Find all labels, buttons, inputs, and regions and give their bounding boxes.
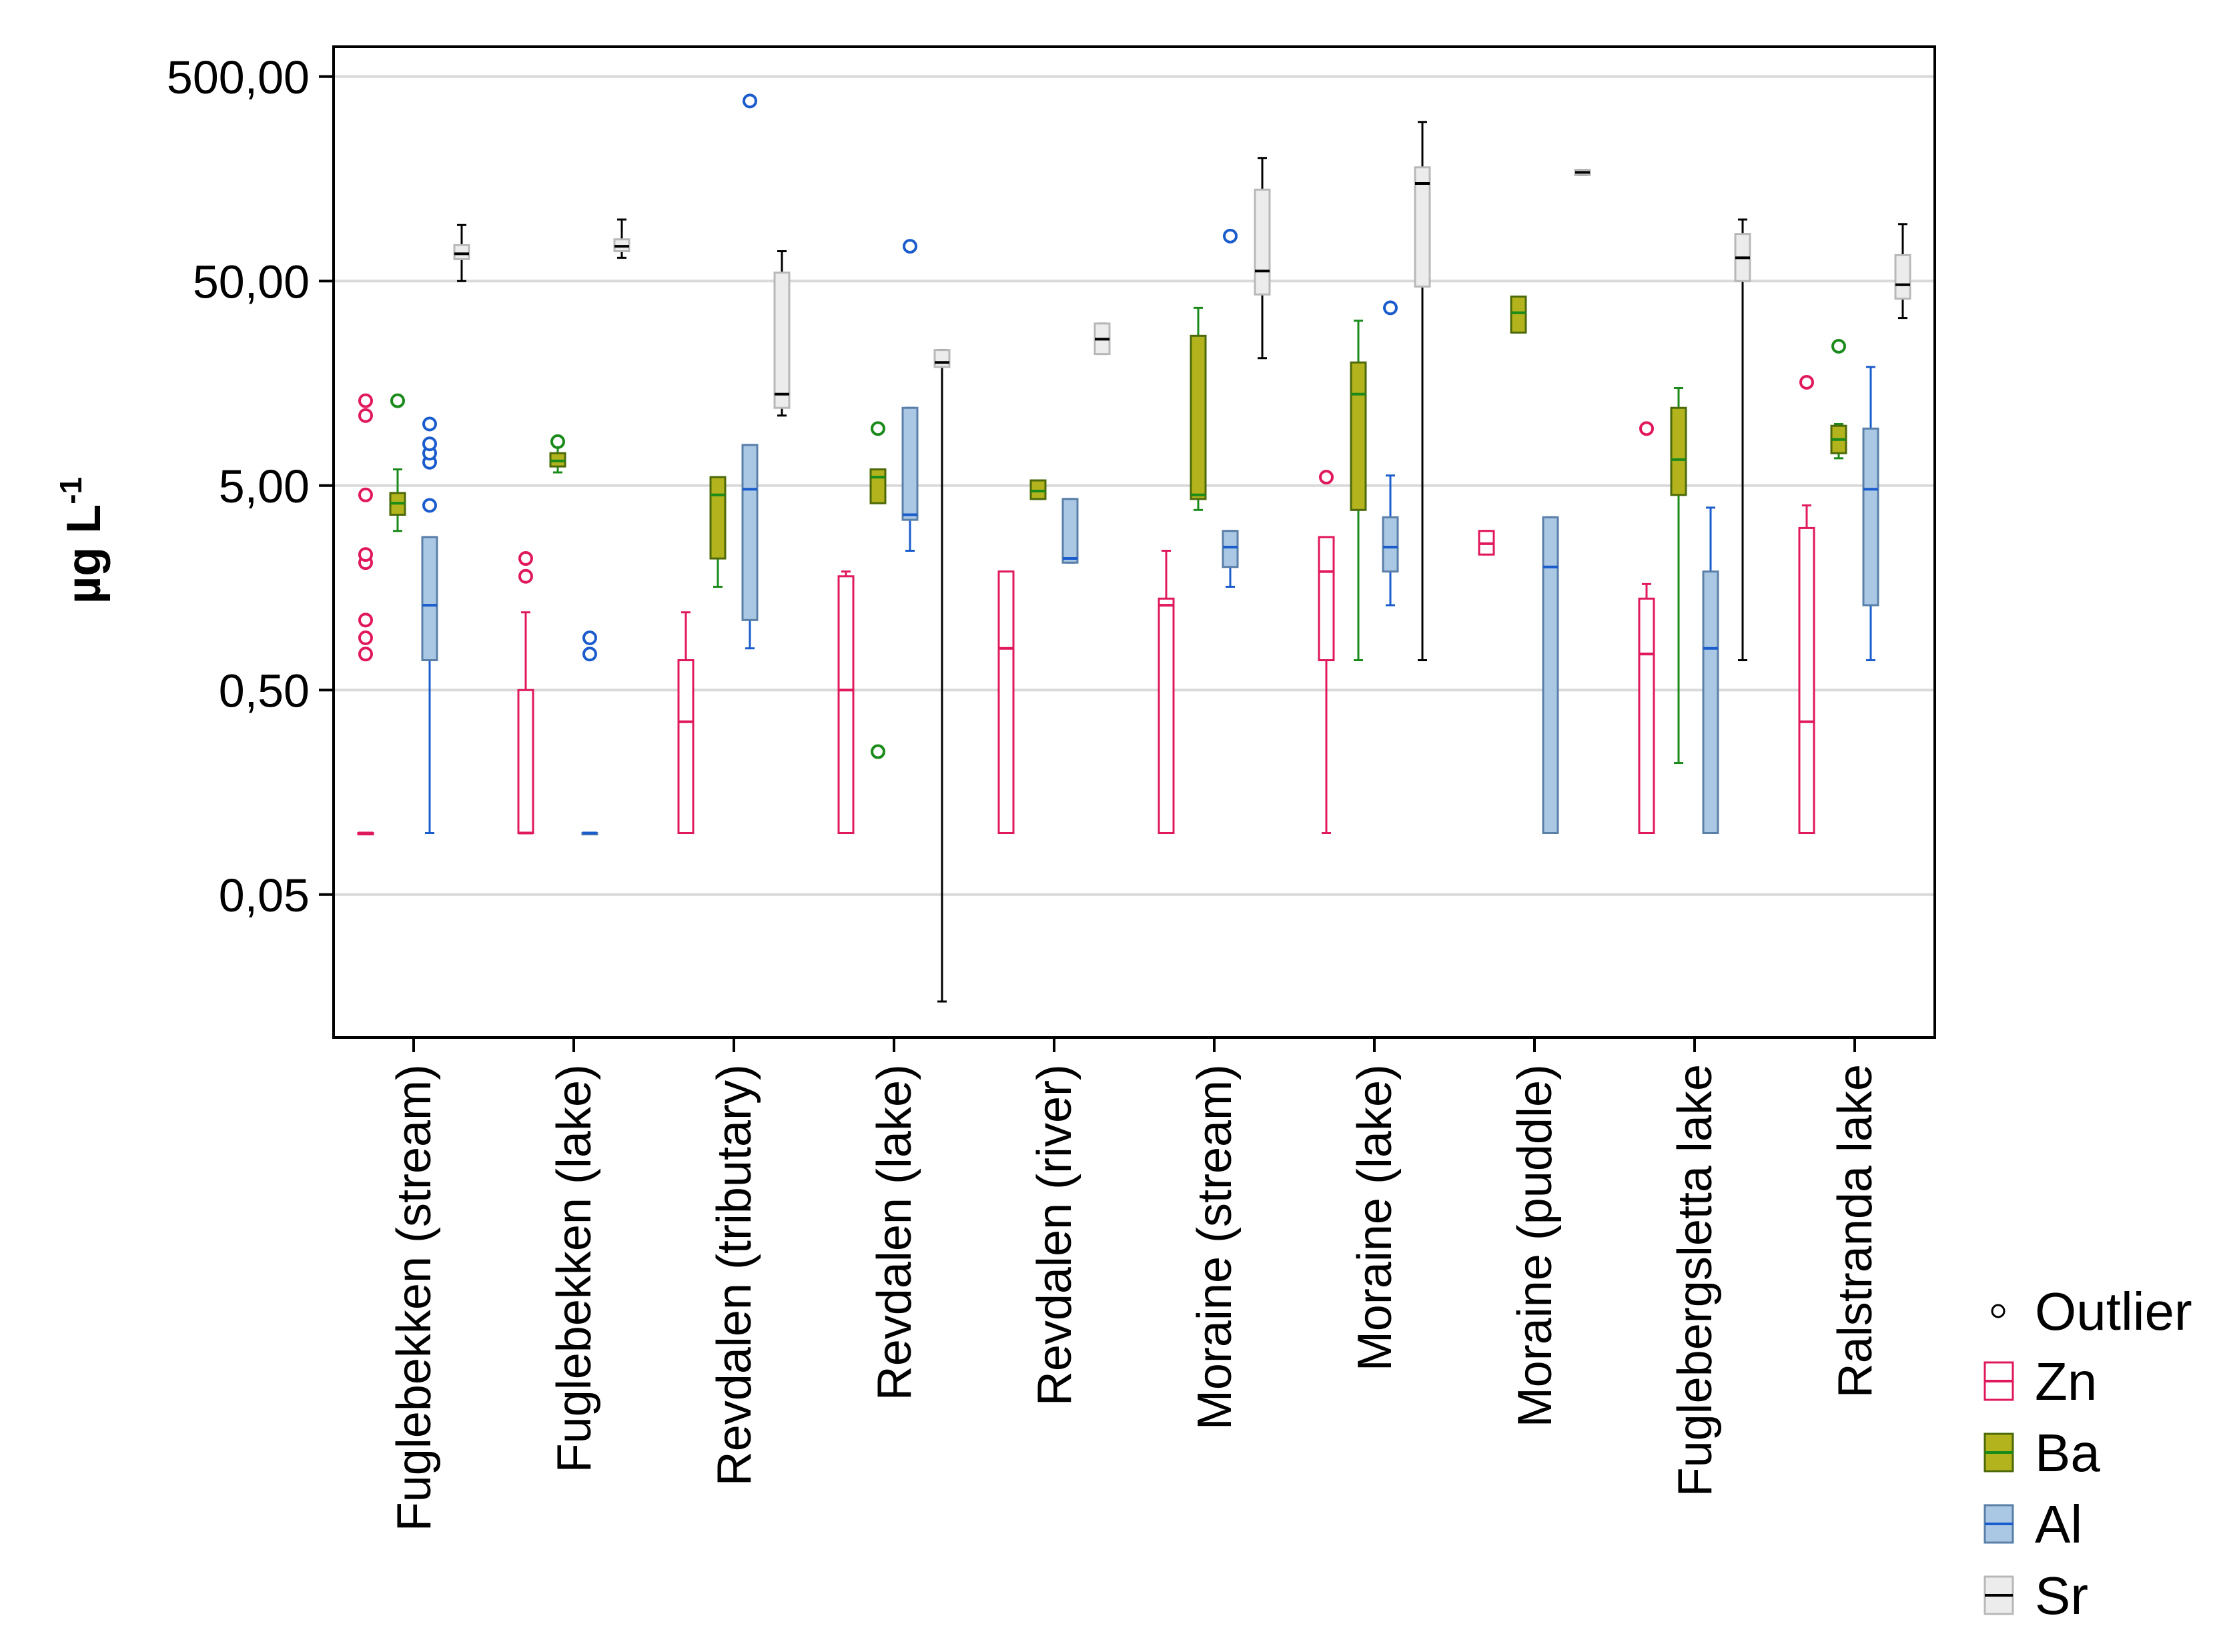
x-tick-label: Ralstranda lake [1829,1064,1882,1398]
box-ba [869,468,887,504]
x-tick-label: Revdalen (river) [1028,1064,1081,1406]
box-layer [357,93,1911,1003]
box-sr [453,244,470,260]
outlier-point [358,631,373,646]
box-sr [933,349,951,368]
axis-layer: 0,05 0,50 5,00 50,00 500,00 Fuglebekken (stre… [167,51,1882,1531]
box-al [421,536,438,661]
outlier-point [422,416,437,432]
outlier-point [358,647,373,662]
legend-label-al: Al [2035,1495,2082,1554]
box-al [1061,498,1079,564]
box-al [1702,570,1719,835]
x-tick-label: Moraine (stream) [1188,1064,1242,1430]
box-zn [1798,526,1815,835]
outlier-point [422,436,437,452]
box-ba [1190,334,1207,500]
outlier-point [358,487,373,502]
box-zn [677,659,695,835]
outlier-point [1799,374,1814,390]
x-tick-label: Revdalen (lake) [868,1064,921,1400]
box-zn [517,689,534,835]
box-al [741,444,759,621]
box-sr [1414,166,1431,288]
box-al [1222,530,1239,568]
box-zn [837,575,855,835]
outlier-point [582,647,597,662]
legend-label-sr: Sr [2035,1566,2088,1625]
y-tick-label: 5,00 [219,460,310,512]
box-zn [997,570,1015,835]
box-al [1862,427,1879,606]
outlier-point [871,744,885,759]
legend-outlier-label: Outlier [2035,1282,2192,1341]
box-zn [1638,597,1655,835]
outlier-point [903,239,917,254]
outlier-point [358,408,373,423]
outlier-point [390,393,405,408]
legend-label-ba: Ba [2035,1423,2100,1483]
legend: Outlier Zn Ba Al Sr [1983,1282,2192,1625]
y-tick-label: 0,50 [219,665,310,717]
box-ba [709,476,727,560]
x-tick-label: Fuglebergsletta lake [1669,1064,1722,1497]
outlier-point [358,547,373,562]
outlier-point [550,434,565,449]
box-zn [1158,597,1175,835]
outlier-point [358,393,373,408]
legend-outlier-symbol [1991,1304,2005,1318]
outlier-point [358,612,373,628]
box-al [1542,516,1559,835]
y-tick-label: 50,00 [193,256,310,308]
outlier-point [1383,300,1398,316]
y-axis-label: µg L-1 [53,477,111,604]
outlier-point [743,93,757,109]
box-sr [773,272,791,409]
legend-label-zn: Zn [2035,1352,2097,1411]
outlier-point [422,498,437,513]
outlier-point [871,421,885,436]
box-sr [1894,254,1911,300]
box-ba [1350,361,1367,511]
y-tick-label: 0,05 [219,869,310,921]
outlier-point [1319,470,1334,485]
outlier-point [518,551,533,566]
outlier-point [1223,228,1238,244]
y-tick-label: 500,00 [167,51,310,103]
plot-frame [332,45,1936,1039]
x-tick-label: Moraine (lake) [1348,1064,1402,1371]
x-tick-label: Fuglebekken (lake) [548,1064,601,1473]
x-tick-label: Revdalen (tributary) [708,1064,761,1486]
x-tick-label: Fuglebekken (stream) [388,1064,441,1531]
outlier-point [518,568,533,584]
grid-layer [334,75,1935,896]
outlier-point [582,631,597,646]
box-zn [1318,536,1335,661]
box-ba [1029,479,1047,500]
outlier-point [1831,338,1846,354]
box-sr [1254,188,1271,296]
box-ba [1510,295,1527,334]
outlier-point [1639,421,1654,436]
box-ba [1670,406,1687,496]
box-al [1382,516,1399,573]
x-tick-label: Moraine (puddle) [1508,1064,1562,1427]
box-al [901,406,919,521]
